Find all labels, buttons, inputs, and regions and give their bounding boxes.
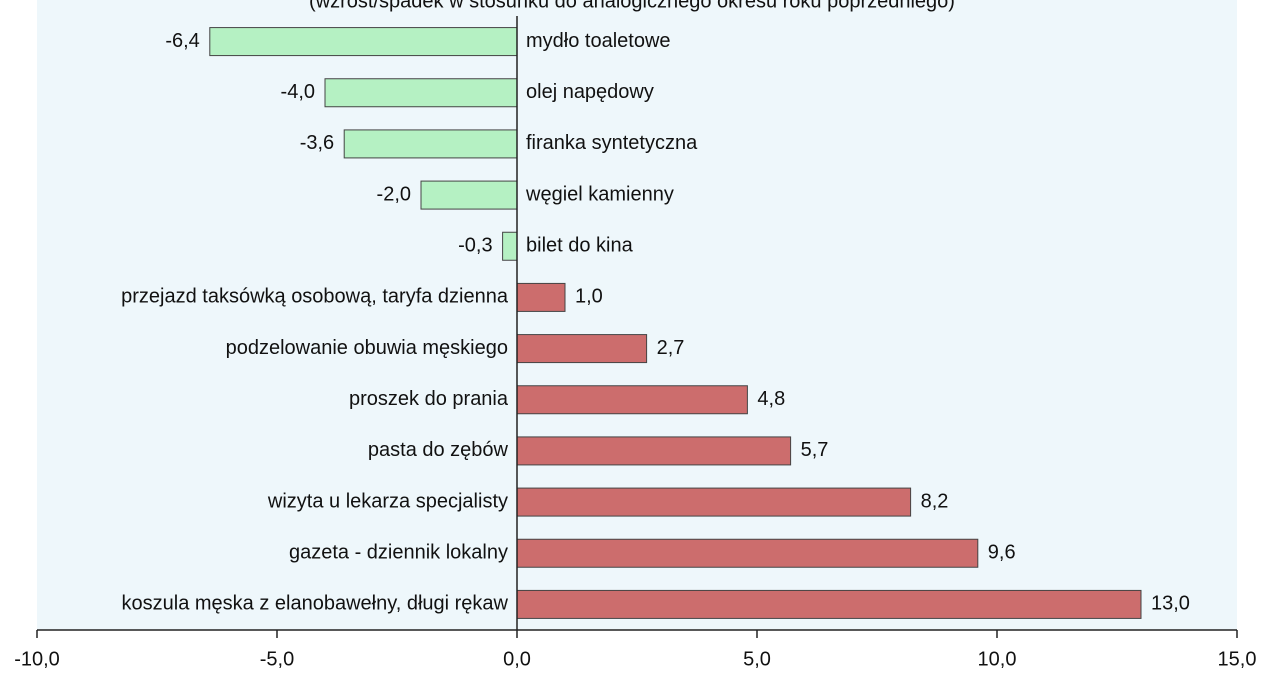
category-label: koszula męska z elanobawełny, długi ręka… [122,593,509,615]
bar [343,129,518,159]
value-label: -4,0 [281,81,315,103]
x-tick-label: 0,0 [503,648,531,670]
bar [516,282,566,312]
value-label: 13,0 [1151,593,1190,615]
category-label: podzelowanie obuwia męskiego [226,337,508,359]
value-label: 8,2 [921,490,949,512]
category-label: pasta do zębów [368,439,509,461]
bar [516,538,979,568]
value-label: 5,7 [801,439,829,461]
category-label: olej napędowy [526,81,654,103]
bar [324,78,518,108]
plot-background [37,0,1237,630]
bar [502,231,518,261]
value-label: -2,0 [377,183,411,205]
chart-subtitle: (wzrost/spadek w stosunku do analogiczne… [309,0,955,12]
category-label: bilet do kina [526,235,634,257]
x-tick-label: -10,0 [14,648,60,670]
category-label: węgiel kamienny [525,183,674,205]
bar [516,436,792,466]
bar [516,589,1142,619]
value-label: -3,6 [300,132,334,154]
category-label: gazeta - dziennik lokalny [289,542,508,564]
category-label: wizyta u lekarza specjalisty [267,490,508,512]
bar [516,385,748,415]
value-label: -6,4 [165,30,199,52]
category-label: przejazd taksówką osobową, taryfa dzienn… [121,286,509,308]
value-label: 9,6 [988,542,1016,564]
value-label: 1,0 [575,286,603,308]
bar [516,487,912,517]
x-tick-label: 10,0 [978,648,1017,670]
x-tick-label: 15,0 [1218,648,1257,670]
value-label: -0,3 [458,235,492,257]
bar [516,334,648,364]
bar [209,27,518,57]
bar [420,180,518,210]
x-tick-label: 5,0 [743,648,771,670]
category-label: firanka syntetyczna [526,132,698,154]
value-label: 2,7 [657,337,685,359]
value-label: 4,8 [757,388,785,410]
category-label: proszek do prania [349,388,509,410]
x-tick-label: -5,0 [260,648,294,670]
category-label: mydło toaletowe [526,30,671,52]
